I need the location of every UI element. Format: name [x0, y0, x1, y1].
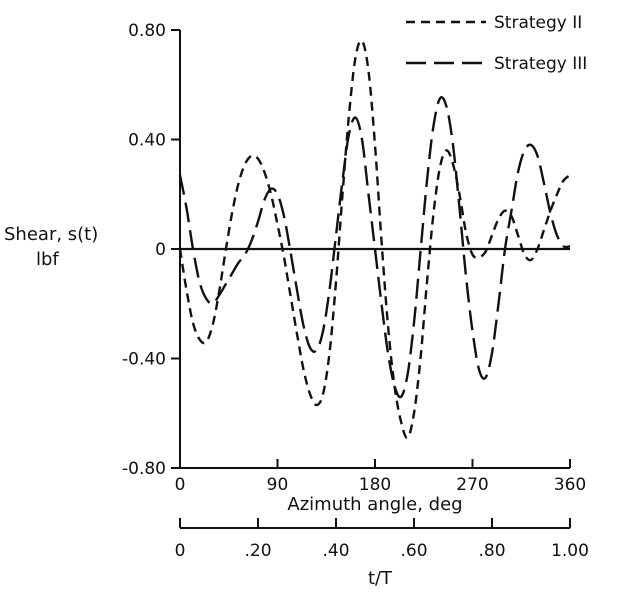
y-tick-label: -0.40: [122, 350, 166, 370]
series-line-strategy-ii: [178, 39, 571, 440]
x2-tick-label: 0: [175, 541, 186, 561]
legend: Strategy II Strategy III: [406, 13, 587, 74]
y-tick-label: 0.80: [128, 21, 166, 41]
x-tick-label: 90: [267, 475, 289, 495]
x2-tick-label: .60: [400, 541, 427, 561]
series-line-strategy-iii: [178, 96, 571, 399]
x2-tick-label: 1.00: [551, 541, 589, 561]
legend-label-strategy-ii: Strategy II: [494, 13, 582, 33]
x-tick-label: 270: [456, 475, 488, 495]
x2-tick-label: .20: [244, 541, 271, 561]
x-ticks: 0 90 180 270 360: [175, 459, 586, 495]
x-tick-label: 360: [554, 475, 586, 495]
y-tick-label: 0.40: [128, 131, 166, 151]
x-tick-label: 180: [359, 475, 391, 495]
legend-label-strategy-iii: Strategy III: [494, 54, 587, 74]
x2-tick-label: .80: [478, 541, 505, 561]
x2-ticks: 0 .20 .40 .60 .80 1.00: [175, 518, 589, 561]
y-axis-unit: lbf: [36, 249, 59, 270]
y-ticks: 0.80 0.40 0 -0.40 -0.80: [122, 21, 180, 479]
y-tick-label: -0.80: [122, 459, 166, 479]
y-axis-title: Shear, s(t): [4, 224, 98, 245]
x2-axis-title: t/T: [368, 568, 393, 589]
x2-tick-label: .40: [322, 541, 349, 561]
y-tick-label: 0: [155, 240, 166, 260]
x-axis-title: Azimuth angle, deg: [287, 494, 462, 515]
x-tick-label: 0: [175, 475, 186, 495]
